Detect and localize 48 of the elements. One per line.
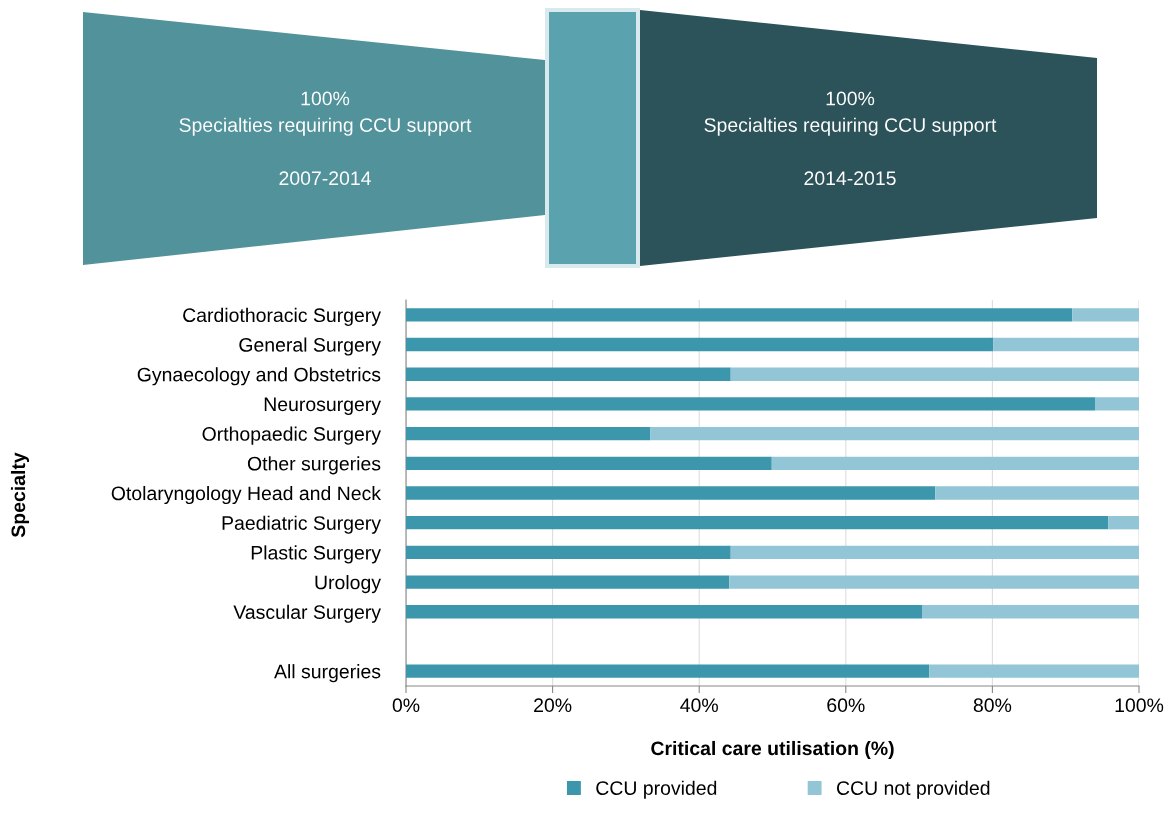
bar [406,575,730,589]
bar [406,426,651,441]
y-tick-label: Other surgeries [247,456,381,475]
x-axis-title: Critical care utilisation (%) [651,740,894,760]
bar [406,664,930,678]
y-tick-label: All surgeries [274,664,381,683]
y-tick-label: Vascular Surgery [233,604,381,623]
x-tick-label: 40% [680,698,718,713]
bar [406,456,772,470]
bar [730,545,1139,560]
y-tick-label: Cardiothoracic Surgery [183,307,381,326]
x-tick-label: 60% [827,698,865,713]
y-tick-label: Otolaryngology Head and Neck [111,485,382,505]
bar [1095,397,1139,411]
legend-label: CCU provided [596,780,717,799]
bar [922,605,1139,619]
bar [929,664,1139,678]
y-tick-label: General Surgery [239,337,381,356]
bar [406,545,731,560]
bar [406,516,1109,530]
bar [1072,308,1139,322]
bar [406,308,1073,322]
x-tick-label: 100% [1115,698,1164,713]
bar [406,605,923,619]
y-tick-label: Urology [315,575,381,594]
y-tick-label: Neurosurgery [264,397,381,415]
bar [935,486,1139,500]
y-axis-title: Specialty [10,452,30,538]
y-tick-label: Paediatric Surgery [222,515,381,534]
y-tick-label: Gynaecology and Obstetrics [137,367,381,386]
bar [771,456,1139,470]
x-tick-label: 20% [534,698,572,713]
bar [993,337,1139,352]
text: 100% Specialties requiring CCU support 2007-2014 [179,91,472,186]
y-tick-label: Plastic Surgery [251,545,381,564]
bar [730,367,1139,381]
x-tick-label: 80% [973,698,1012,713]
bar [406,397,1096,411]
bar [729,575,1139,589]
y-tick-label: Orthopaedic Surgery [202,426,381,445]
text: 100% Specialties requiring CCU support 2014-2015 [704,91,997,186]
bar [650,426,1139,441]
legend-label: CCU not provided [836,780,990,799]
bar [406,486,936,500]
bar [1108,516,1139,530]
bar [406,337,994,352]
bar [406,367,731,381]
x-tick-label: 0% [392,698,420,713]
